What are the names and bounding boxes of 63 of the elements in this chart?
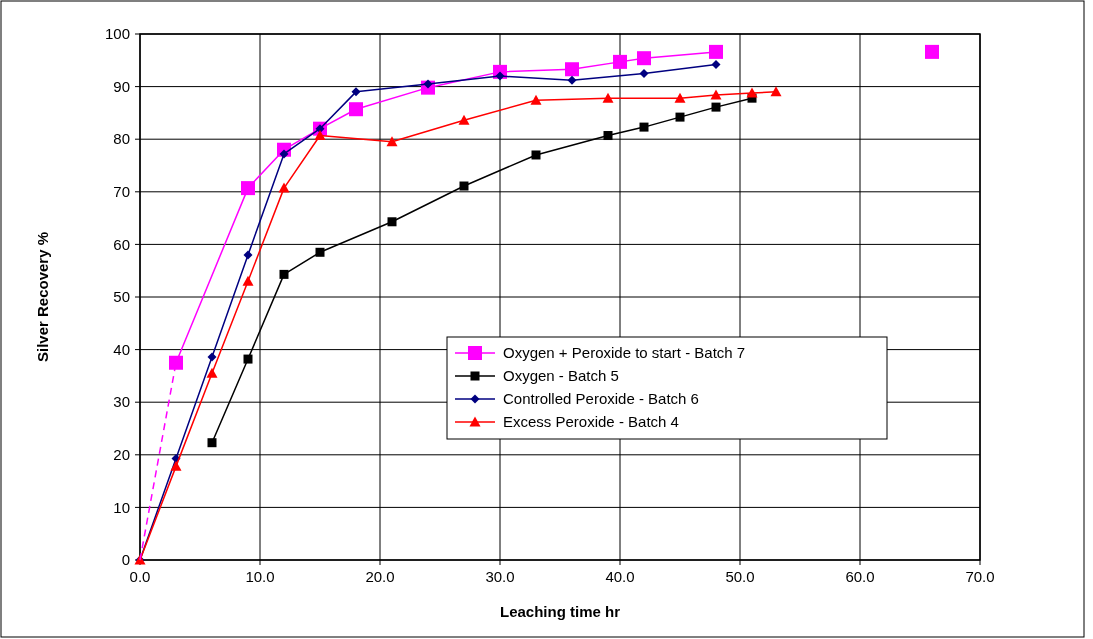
x-tick-label: 10.0 (245, 568, 275, 585)
point (243, 250, 253, 260)
legend-label: Controlled Peroxide - Batch 6 (503, 390, 699, 408)
point (170, 460, 182, 471)
point (674, 92, 686, 103)
y-tick-label: 50 (113, 288, 130, 306)
point (349, 102, 363, 117)
point (603, 131, 613, 141)
point (169, 355, 183, 370)
point (770, 86, 782, 97)
point (386, 136, 398, 147)
point (242, 275, 254, 286)
point (243, 354, 253, 364)
point (637, 51, 651, 66)
point (567, 75, 577, 85)
point (709, 44, 723, 59)
point (278, 182, 290, 193)
y-tick-label: 100 (104, 25, 130, 43)
point (675, 112, 685, 122)
y-tick-label: 80 (113, 130, 130, 148)
y-tick-label: 90 (113, 77, 130, 95)
point (613, 54, 627, 69)
point (639, 122, 649, 132)
point (315, 247, 325, 257)
point (711, 102, 721, 112)
point (459, 181, 469, 191)
y-axis-title: Silver Recovery % (34, 231, 51, 363)
point (746, 87, 758, 98)
x-tick-label: 60.0 (845, 568, 875, 585)
point (387, 217, 397, 227)
point (530, 94, 542, 105)
point (565, 62, 579, 77)
point (206, 367, 218, 378)
y-tick-label: 40 (113, 340, 130, 358)
legend-label: Oxygen - Batch 5 (503, 367, 619, 385)
point (925, 44, 939, 59)
point (711, 60, 721, 70)
x-tick-label: 0.0 (129, 568, 151, 585)
x-tick-label: 50.0 (725, 568, 755, 585)
y-tick-label: 10 (113, 498, 130, 516)
point (207, 352, 217, 362)
y-tick-label: 60 (113, 235, 130, 253)
x-axis-title: Leaching time hr (499, 603, 621, 620)
point (639, 68, 649, 78)
point (458, 114, 470, 125)
legend-label: Oxygen + Peroxide to start - Batch 7 (503, 344, 746, 362)
x-tick-label: 40.0 (605, 568, 635, 585)
point (241, 181, 255, 196)
point (207, 438, 217, 448)
legend-label: Excess Peroxide - Batch 4 (503, 413, 679, 431)
y-tick-label: 70 (113, 183, 130, 201)
x-tick-label: 30.0 (485, 568, 515, 585)
x-tick-label: 20.0 (365, 568, 395, 585)
point (602, 92, 614, 103)
point (351, 87, 361, 97)
x-tick-label: 70.0 (965, 568, 995, 585)
y-tick-label: 20 (113, 446, 130, 464)
y-tick-label: 30 (113, 393, 130, 411)
point (531, 150, 541, 160)
point (710, 89, 722, 100)
y-tick-label: 0 (121, 551, 130, 569)
point (279, 269, 289, 279)
point (314, 130, 326, 141)
